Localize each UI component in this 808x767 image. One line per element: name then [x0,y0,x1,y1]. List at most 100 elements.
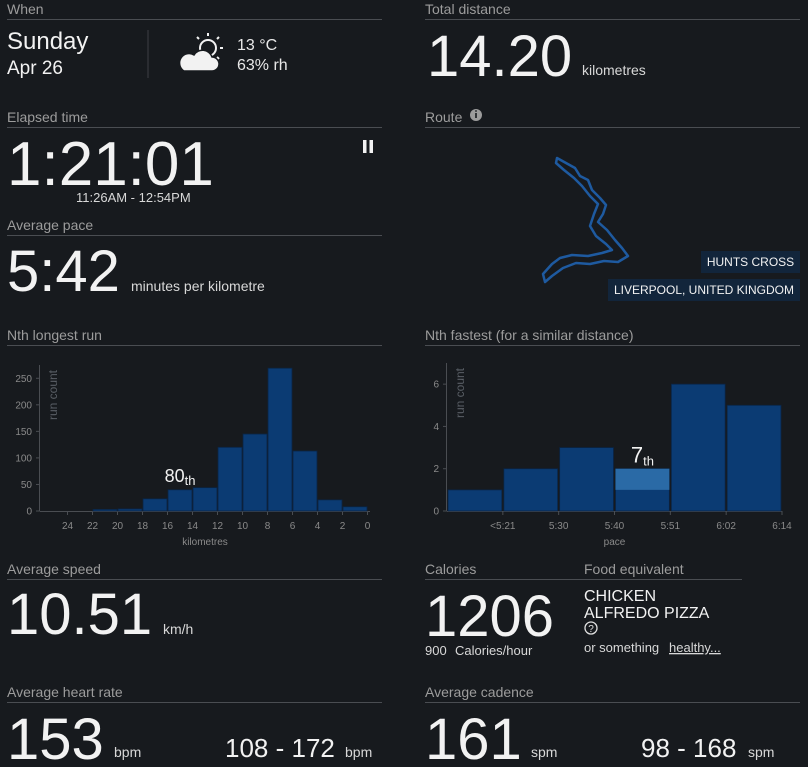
section-label: Average cadence [425,684,534,700]
speed-value: 10.51 [7,582,152,647]
y-tick-label: 0 [26,507,32,518]
x-tick-label: 6 [290,521,296,532]
heart-rate-value: 153 [7,707,104,767]
help-icon[interactable]: ? [584,621,598,635]
distance-unit: kilometres [582,62,646,78]
bar [242,433,268,512]
x-tick-label: 20 [112,521,124,532]
section-label: Average heart rate [7,684,123,700]
x-tick-label: <5:21 [490,521,516,532]
humidity: 63% rh [237,57,288,74]
location-city: LIVERPOOL, UNITED KINGDOM [614,283,794,297]
y-tick-label: 50 [21,480,33,491]
food-alternative: or something [584,640,659,655]
pause-button[interactable] [363,140,373,153]
bar [267,367,293,512]
speed-unit: km/h [163,621,193,637]
healthy-link[interactable]: healthy... [669,640,721,655]
bar [317,499,343,512]
section-label: Average pace [7,217,93,233]
x-tick-label: 0 [365,521,371,532]
heart-rate-range: 108 - 172 [225,733,335,763]
y-tick-label: 4 [433,422,439,433]
section-label: Food equivalent [584,561,684,577]
cadence-range-unit: spm [748,744,774,760]
y-tick-label: 0 [433,507,439,518]
bar [192,487,218,512]
bar [342,506,368,512]
x-axis-label: pace [604,537,626,548]
location-box [608,279,800,301]
pace-value: 5:42 [7,239,120,304]
rank-annotation: 7th [631,443,654,469]
elapsed-value: 1:21:01 [7,130,214,199]
section-label: Average speed [7,561,101,577]
y-tick-label: 250 [15,374,32,385]
x-tick-label: 18 [137,521,149,532]
location-box [701,251,800,273]
x-tick-label: 2 [340,521,346,532]
y-tick-label: 150 [15,427,32,438]
cadence-unit: spm [531,744,557,760]
heart-rate-range-unit: bpm [345,744,372,760]
pace-unit: minutes per kilometre [131,278,265,294]
highlight-segment [615,468,670,490]
rank-suffix: th [185,473,196,488]
rank-suffix: th [643,454,654,469]
y-tick-label: 100 [15,453,32,464]
x-tick-label: 5:40 [605,521,625,532]
x-tick-label: 5:51 [661,521,681,532]
x-tick-label: 6:02 [716,521,736,532]
bar [217,446,243,512]
temperature: 13 °C [237,37,277,54]
location-area: HUNTS CROSS [707,255,794,269]
heart-rate-unit: bpm [114,744,141,760]
calories-rate: 900 [425,643,447,658]
food-line: CHICKEN [584,588,656,605]
bar [117,508,143,512]
y-tick-label: 6 [433,380,439,391]
svg-text:?: ? [588,624,594,635]
y-axis-label: run count [453,367,467,418]
bar [167,489,193,512]
x-tick-label: 12 [212,521,224,532]
bar [559,447,614,512]
rank: 7 [631,443,643,468]
info-icon[interactable] [470,109,482,121]
x-axis-label: kilometres [182,537,228,548]
y-axis-label: run count [46,369,60,420]
bar [726,404,782,512]
y-tick-label: 2 [433,464,439,475]
x-tick-label: 10 [237,521,249,532]
bar [292,450,318,512]
bar [503,468,559,512]
day: Sunday [7,28,88,55]
x-tick-label: 22 [87,521,99,532]
cadence-range: 98 - 168 [641,733,736,763]
x-tick-label: 4 [315,521,321,532]
bar [670,383,726,512]
rank: 80 [165,466,185,486]
x-tick-label: 14 [187,521,199,532]
section-label: Nth longest run [7,327,102,343]
distance-value: 14.20 [427,24,572,89]
section-label: Nth fastest (for a similar distance) [425,327,634,343]
x-tick-label: 24 [62,521,74,532]
date: Apr 26 [7,58,63,79]
bar [92,509,118,512]
x-tick-label: 5:30 [549,521,569,532]
section-label: Elapsed time [7,109,88,125]
section-label: When [7,1,44,17]
x-tick-label: 16 [162,521,174,532]
time-range: 11:26AM - 12:54PM [76,190,191,205]
bar [447,489,503,512]
section-label: Calories [425,561,476,577]
weather-icon [178,33,223,72]
section-label: Total distance [425,1,511,17]
bar [142,498,168,512]
x-tick-label: 8 [265,521,271,532]
calories-rate-unit: Calories/hour [455,643,533,658]
